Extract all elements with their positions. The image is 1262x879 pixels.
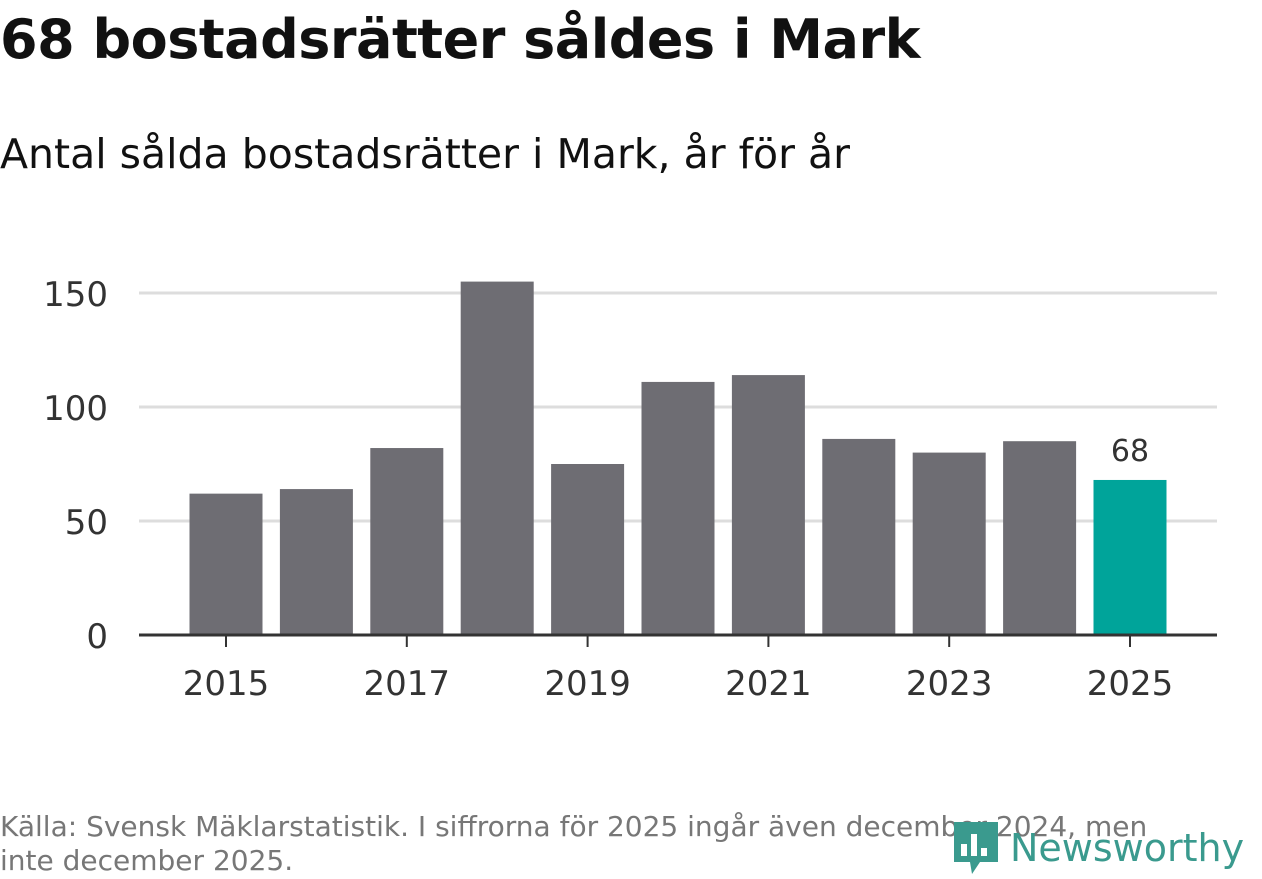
y-tick-label: 0 — [86, 617, 108, 657]
chart-subtitle: Antal sålda bostadsrätter i Mark, år för… — [0, 130, 851, 178]
x-tick-label: 2025 — [1087, 664, 1174, 704]
bar-2023 — [912, 452, 986, 635]
x-tick-label: 2015 — [183, 664, 270, 704]
chart-title: 68 bostadsrätter såldes i Mark — [0, 8, 920, 71]
bar-2016 — [279, 489, 353, 635]
bar-2021 — [731, 375, 805, 635]
bar-2017 — [370, 448, 444, 635]
bar-2024 — [1003, 441, 1077, 635]
bar-2015 — [189, 493, 263, 635]
x-tick-label: 2023 — [906, 664, 993, 704]
bar-2025 — [1093, 479, 1167, 635]
x-tick-label: 2019 — [544, 664, 631, 704]
y-tick-label: 100 — [43, 389, 108, 429]
x-tick-label: 2021 — [725, 664, 812, 704]
bar-2022 — [822, 438, 896, 635]
bar-2019 — [551, 464, 625, 635]
data-label: 68 — [1111, 434, 1149, 469]
bar-chart: 0 50 100 150 68 2015 2017 2019 2021 2023 2025 — [43, 275, 1217, 704]
bar-2020 — [641, 381, 715, 635]
x-tick-label: 2017 — [364, 664, 451, 704]
y-tick-label: 150 — [43, 275, 108, 315]
logo-text: Newsworthy — [1010, 826, 1245, 870]
y-tick-label: 50 — [65, 503, 108, 543]
newsworthy-logo: Newsworthy — [950, 818, 1244, 878]
bar-2018 — [460, 281, 534, 635]
newsworthy-logo-icon — [954, 822, 998, 874]
